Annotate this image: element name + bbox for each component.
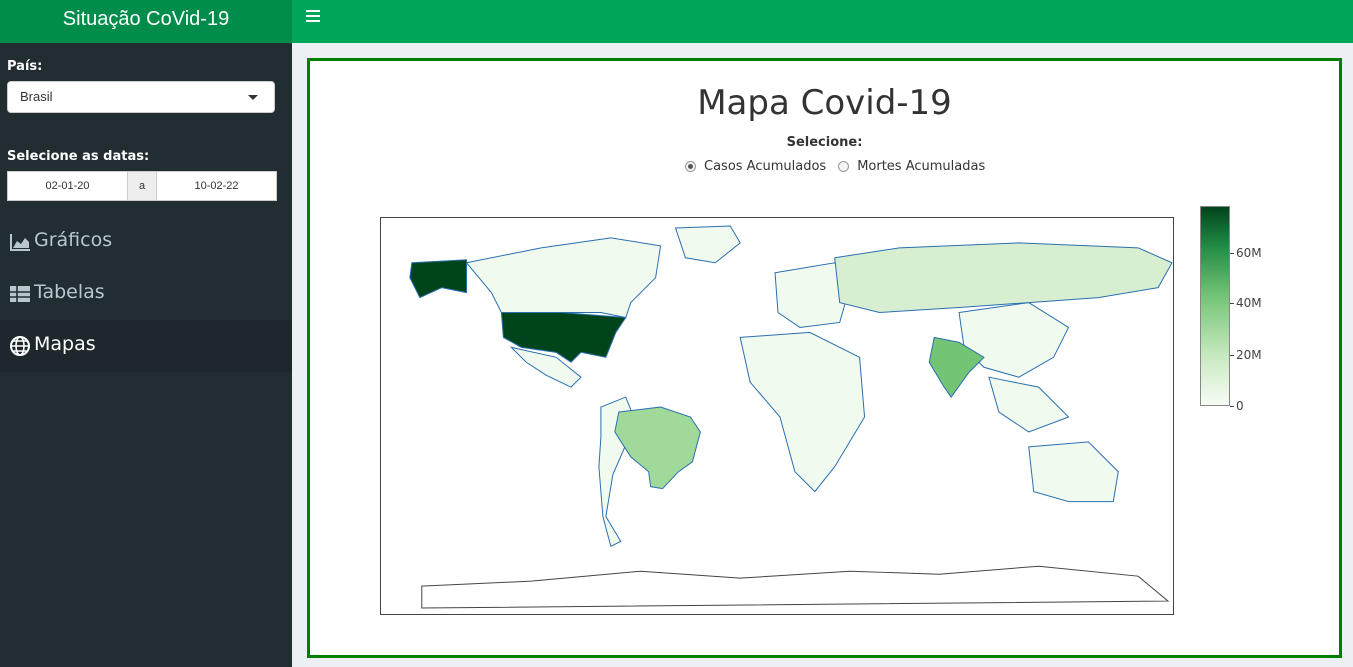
australia-shape (1028, 441, 1119, 503)
colorbar (1200, 206, 1230, 406)
date-separator: a (127, 172, 157, 200)
sidebar-item-label: Gráficos (34, 229, 113, 251)
country-label: País: (7, 59, 43, 74)
greenland-shape (674, 225, 741, 264)
legend-tick: 40M (1230, 296, 1262, 310)
brazil-shape (614, 406, 701, 490)
antarctica-shape (421, 565, 1170, 609)
europe-shape (774, 262, 851, 328)
russia-shape (834, 242, 1173, 314)
select-label: Selecione: (786, 135, 863, 150)
radio-dot[interactable] (685, 161, 696, 172)
mexico-shape (509, 346, 582, 388)
alaska-shape (409, 259, 468, 299)
canada-shape (465, 237, 662, 319)
radio-label: Casos Acumulados (704, 159, 827, 174)
sidebar-item-label: Tabelas (34, 281, 105, 303)
radio-casos[interactable]: Casos Acumulados (685, 159, 826, 174)
sidebar: País: Brasil Selecione as datas: 02-01-2… (0, 43, 292, 667)
map-panel: Mapa Covid-19 Selecione: Casos Acumulado… (307, 58, 1342, 658)
dates-label: Selecione as datas: (7, 149, 150, 164)
app-title: Situação CoVid-19 (0, 0, 292, 43)
page-title: Mapa Covid-19 (697, 83, 952, 123)
top-navbar (292, 0, 1353, 43)
sidebar-item-graficos[interactable]: Gráficos (0, 216, 292, 268)
date-range-input: 02-01-20 a 10-02-22 (7, 171, 277, 201)
southeast-asia-shape (988, 376, 1070, 433)
radio-mortes[interactable]: Mortes Acumuladas (838, 159, 985, 174)
country-select-value: Brasil (20, 89, 53, 104)
colorbar-legend: 60M 40M 20M 0 (1200, 206, 1280, 416)
legend-tick: 20M (1230, 348, 1262, 362)
table-icon (10, 286, 30, 302)
usa-shape (500, 312, 627, 363)
date-start-input[interactable]: 02-01-20 (45, 180, 90, 192)
africa-shape (739, 331, 866, 493)
world-choropleth-map[interactable] (380, 217, 1174, 615)
caret-down-icon (248, 95, 258, 100)
legend-tick: 0 (1230, 399, 1244, 413)
globe-icon (10, 336, 30, 356)
area-chart-icon (10, 234, 30, 251)
radio-dot[interactable] (838, 161, 850, 172)
radio-label: Mortes Acumuladas (857, 159, 986, 174)
menu-toggle-icon[interactable] (306, 10, 320, 24)
date-end-input[interactable]: 10-02-22 (194, 180, 239, 192)
legend-tick: 60M (1230, 246, 1262, 260)
sidebar-item-label: Mapas (34, 333, 96, 355)
sidebar-item-tabelas[interactable]: Tabelas (0, 268, 292, 320)
india-shape (928, 336, 985, 398)
metric-radio-group: Casos Acumulados Mortes Acumuladas (685, 159, 997, 174)
country-select[interactable]: Brasil (7, 81, 275, 113)
sidebar-item-mapas[interactable]: Mapas (0, 320, 292, 372)
